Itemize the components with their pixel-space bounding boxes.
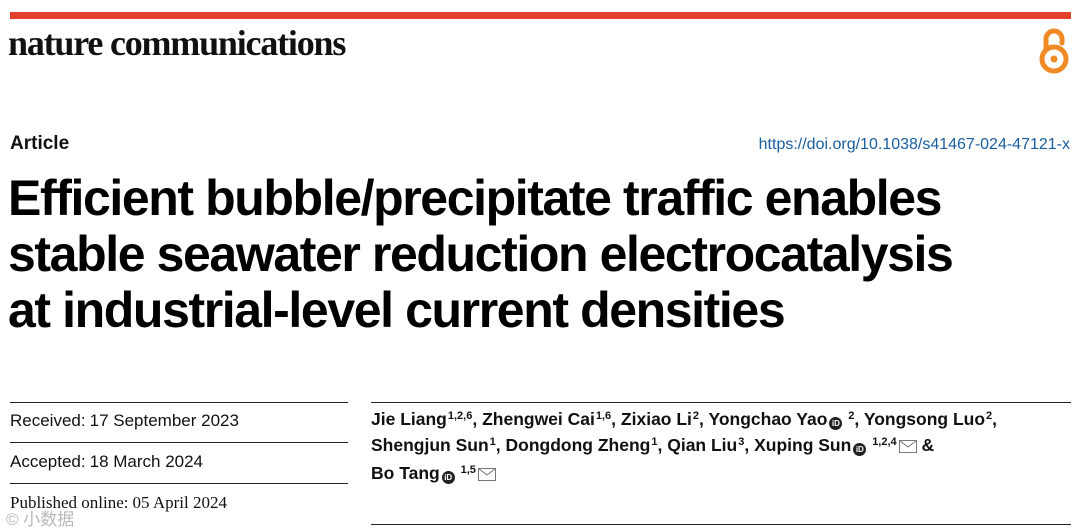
watermark: © 小数据	[6, 510, 75, 529]
author-separator: ,	[744, 435, 750, 455]
accepted-value: 18 March 2024	[89, 452, 204, 471]
author-affiliation: 1,5	[460, 464, 476, 476]
email-icon[interactable]	[477, 462, 496, 488]
author-affiliation: 1	[489, 436, 496, 448]
article-type: Article	[10, 133, 70, 154]
received-label: Received:	[10, 411, 86, 430]
author[interactable]: Xuping Sun iD 1,2,4 &	[754, 435, 935, 456]
author[interactable]: Bo Tang iD 1,5	[371, 463, 496, 484]
author[interactable]: Zixiao Li2,	[621, 409, 704, 429]
author-name: Yongchao Yao	[708, 409, 828, 429]
author-separator: ,	[657, 435, 663, 455]
title-line: stable seawater reduction electrocatalys…	[8, 226, 954, 282]
author-name: Zhengwei Cai	[482, 409, 595, 429]
author[interactable]: Dongdong Zheng1,	[506, 435, 663, 455]
orcid-icon[interactable]: iD	[829, 417, 843, 430]
authors-top-divider	[371, 402, 1071, 403]
author-name: Dongdong Zheng	[505, 435, 651, 455]
author-separator: ,	[854, 409, 860, 429]
author-name: Shengjun Sun	[371, 435, 489, 455]
author-name: Qian Liu	[667, 435, 738, 455]
accepted-date: Accepted: 18 March 2024	[10, 452, 203, 472]
dates-top-divider	[10, 402, 348, 403]
accepted-label: Accepted:	[10, 452, 86, 471]
author[interactable]: Zhengwei Cai1,6,	[482, 409, 616, 429]
author-separator: ,	[472, 409, 478, 429]
author-affiliation: 2	[848, 410, 855, 422]
author-name: Bo Tang	[371, 463, 440, 483]
author-separator: ,	[611, 409, 617, 429]
author[interactable]: Yongchao Yao iD 2,	[708, 409, 860, 430]
title-line: at industrial-level current densities	[8, 282, 786, 338]
author-separator: &	[916, 435, 935, 455]
author-separator: ,	[495, 435, 501, 455]
author-list: Jie Liang1,2,6, Zhengwei Cai1,6, Zixiao …	[371, 406, 1061, 488]
author[interactable]: Yongsong Luo2,	[864, 409, 997, 429]
published-label: Published online:	[10, 493, 129, 512]
received-value: 17 September 2023	[89, 411, 239, 430]
author-separator: ,	[992, 409, 998, 429]
article-title: Efficient bubble/precipitate traffic ena…	[8, 170, 1070, 338]
received-date: Received: 17 September 2023	[10, 411, 239, 431]
author[interactable]: Jie Liang1,2,6,	[371, 409, 477, 429]
author-name: Yongsong Luo	[863, 409, 986, 429]
author-name: Zixiao Li	[620, 409, 692, 429]
author-affiliation: 1,2,6	[447, 410, 473, 422]
title-line: Efficient bubble/precipitate traffic ena…	[8, 170, 942, 226]
author-affiliation: 1	[651, 436, 658, 448]
open-access-lock-icon[interactable]	[1036, 25, 1072, 75]
orcid-icon[interactable]: iD	[441, 471, 455, 484]
author-affiliation: 2	[986, 410, 993, 422]
author[interactable]: Shengjun Sun1,	[371, 435, 501, 455]
authors-bottom-divider	[371, 524, 1071, 525]
published-value: 05 April 2024	[132, 493, 227, 512]
author-affiliation: 3	[738, 436, 745, 448]
doi-link[interactable]: https://doi.org/10.1038/s41467-024-47121…	[758, 136, 1070, 153]
published-date: Published online: 05 April 2024	[10, 493, 227, 513]
author-name: Jie Liang	[371, 409, 447, 429]
author-affiliation: 1,2,4	[872, 436, 897, 448]
dates-divider	[10, 442, 348, 443]
journal-accent-bar	[10, 12, 1071, 19]
author-name: Xuping Sun	[754, 435, 852, 455]
author-affiliation: 2	[692, 410, 700, 422]
email-icon[interactable]	[898, 434, 917, 460]
orcid-icon[interactable]: iD	[853, 443, 867, 456]
author[interactable]: Qian Liu3,	[667, 435, 749, 455]
dates-divider	[10, 483, 348, 484]
journal-name: nature communications	[8, 23, 346, 63]
author-affiliation: 1,6	[595, 410, 612, 422]
author-separator: ,	[699, 409, 704, 429]
